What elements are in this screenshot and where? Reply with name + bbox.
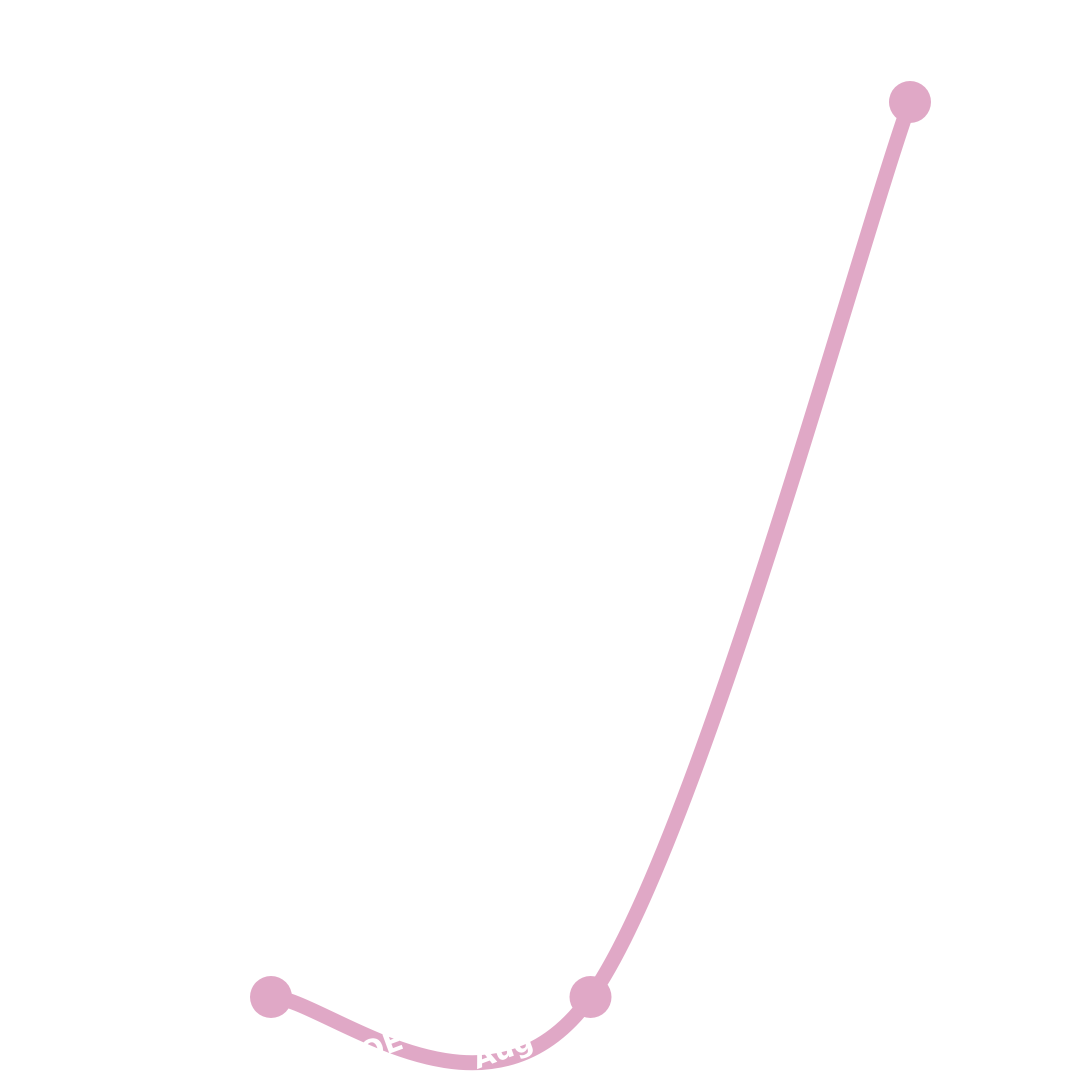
data-point-0 <box>250 976 292 1018</box>
data-point-2 <box>889 81 931 123</box>
x-tick-label: Aug <box>468 1024 537 1076</box>
plot-area <box>250 81 931 1071</box>
series-line <box>263 94 918 1071</box>
data-point-1 <box>569 976 612 1018</box>
